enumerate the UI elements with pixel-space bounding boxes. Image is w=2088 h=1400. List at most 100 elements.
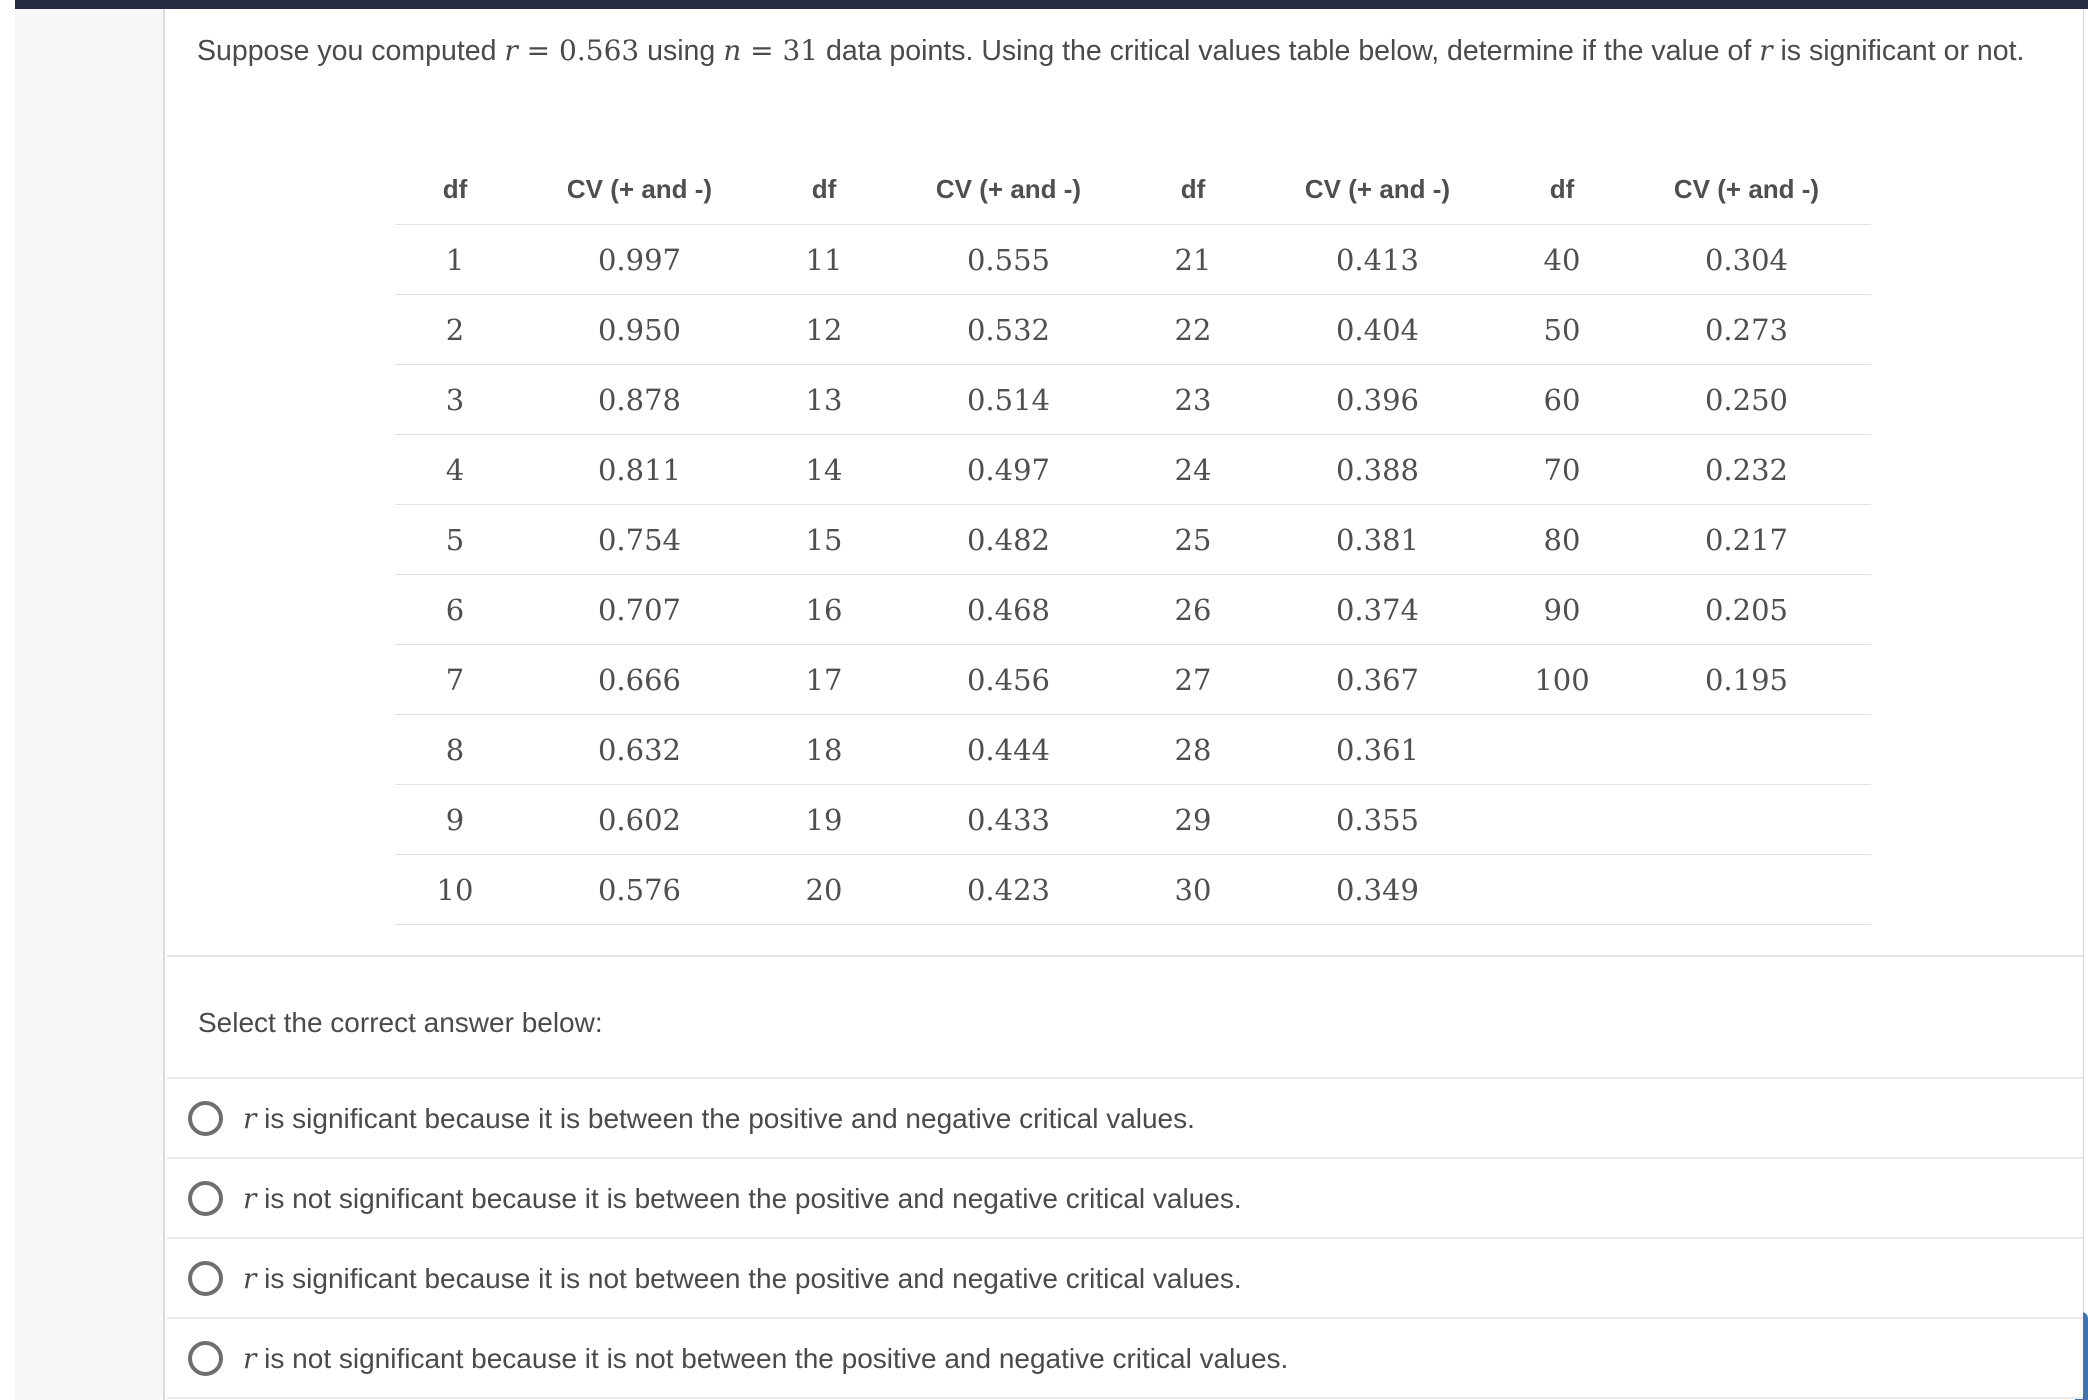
option-text: is significant because it is between the…	[256, 1102, 1195, 1134]
table-row: 1 0.997 11 0.555 21 0.413 40 0.304	[395, 224, 1871, 295]
table-cell	[1622, 784, 1871, 855]
table-cell: 0.355	[1253, 784, 1502, 855]
table-cell: 0.707	[515, 574, 764, 645]
math-var-r: r	[243, 1341, 257, 1375]
option-label: r is not significant because it is not b…	[243, 1342, 1288, 1375]
table-header-row: df CV (+ and -) df CV (+ and -) df CV (+ and …	[395, 155, 1871, 225]
table-cell: 12	[764, 294, 884, 365]
option-label: r is significant because it is not betwe…	[243, 1262, 1242, 1295]
answer-option-4[interactable]: r is not significant because it is not b…	[167, 1319, 2083, 1399]
table-cell: 5	[395, 504, 515, 575]
radio-button-icon[interactable]	[188, 1340, 223, 1376]
table-cell: 0.632	[515, 714, 764, 785]
table-header-cell: CV (+ and -)	[935, 174, 1082, 204]
table-cell	[1502, 854, 1622, 925]
math-var-n: n	[723, 34, 742, 67]
table-cell: 28	[1133, 714, 1253, 785]
table-cell: 29	[1133, 784, 1253, 855]
table-cell: 0.497	[884, 434, 1133, 505]
question-segment: data points. Using the critical values t…	[818, 35, 1760, 67]
table-header-cell: df	[1549, 174, 1575, 204]
table-cell: 0.666	[515, 644, 764, 715]
table-cell: 0.413	[1253, 224, 1502, 295]
answer-option-2[interactable]: r is not significant because it is betwe…	[167, 1159, 2083, 1239]
table-row: 5 0.754 15 0.482 25 0.381 80 0.217	[395, 504, 1871, 575]
question-segment: Suppose you computed	[197, 35, 505, 67]
table-header-cell: df	[442, 174, 468, 204]
table-cell: 40	[1502, 224, 1622, 295]
table-cell: 11	[764, 224, 884, 295]
table-row: 7 0.666 17 0.456 27 0.367 100 0.195	[395, 644, 1871, 715]
question-segment: is significant or not.	[1772, 35, 2025, 67]
table-cell: 0.811	[515, 434, 764, 505]
table-cell: 27	[1133, 644, 1253, 715]
answer-option-1[interactable]: r is significant because it is between t…	[167, 1077, 2083, 1159]
table-cell	[1622, 714, 1871, 785]
table-cell: 0.381	[1253, 504, 1502, 575]
table-cell: 0.388	[1253, 434, 1502, 505]
table-cell: 2	[395, 294, 515, 365]
table-cell: 0.273	[1622, 294, 1871, 365]
table-cell: 0.232	[1622, 434, 1871, 505]
critical-values-table: df CV (+ and -) df CV (+ and -) df CV (+ and …	[395, 155, 1871, 925]
table-cell: 0.349	[1253, 854, 1502, 925]
section-divider	[167, 955, 2083, 957]
radio-button-icon[interactable]	[188, 1180, 223, 1216]
table-cell: 16	[764, 574, 884, 645]
table-cell	[1622, 854, 1871, 925]
table-cell: 0.396	[1253, 364, 1502, 435]
table-cell: 20	[764, 854, 884, 925]
table-cell: 0.423	[884, 854, 1133, 925]
table-cell: 4	[395, 434, 515, 505]
math-var-r: r	[1759, 34, 1773, 67]
table-cell: 24	[1133, 434, 1253, 505]
table-row: 8 0.632 18 0.444 28 0.361	[395, 714, 1871, 785]
question-segment: using	[639, 35, 724, 67]
table-cell: 0.367	[1253, 644, 1502, 715]
table-cell: 0.444	[884, 714, 1133, 785]
table-cell: 13	[764, 364, 884, 435]
answer-option-3[interactable]: r is significant because it is not betwe…	[167, 1239, 2083, 1319]
radio-button-icon[interactable]	[188, 1100, 223, 1136]
table-cell: 90	[1502, 574, 1622, 645]
table-header-cell: CV (+ and -)	[1673, 174, 1820, 204]
table-cell: 0.361	[1253, 714, 1502, 785]
table-cell: 26	[1133, 574, 1253, 645]
math-var-r: r	[504, 34, 518, 67]
table-cell: 0.304	[1622, 224, 1871, 295]
table-cell: 0.754	[515, 504, 764, 575]
table-cell: 9	[395, 784, 515, 855]
table-cell: 7	[395, 644, 515, 715]
table-cell: 19	[764, 784, 884, 855]
left-sidebar	[15, 9, 165, 1400]
math-var-r: r	[243, 1181, 257, 1215]
table-cell	[1502, 714, 1622, 785]
table-cell: 30	[1133, 854, 1253, 925]
option-text: is not significant because it is between…	[256, 1182, 1242, 1214]
table-header-cell: CV (+ and -)	[1304, 174, 1451, 204]
table-cell: 22	[1133, 294, 1253, 365]
page-right-border	[2083, 9, 2084, 1400]
table-row: 3 0.878 13 0.514 23 0.396 60 0.250	[395, 364, 1871, 435]
table-header-cell: CV (+ and -)	[566, 174, 713, 204]
radio-button-icon[interactable]	[188, 1260, 223, 1296]
table-cell: 0.374	[1253, 574, 1502, 645]
option-text: is significant because it is not between…	[256, 1262, 1242, 1294]
table-row: 6 0.707 16 0.468 26 0.374 90 0.205	[395, 574, 1871, 645]
option-label: r is significant because it is between t…	[243, 1102, 1195, 1135]
math-value: = 31	[741, 34, 819, 67]
top-navigation-bar	[15, 0, 2088, 9]
table-cell: 14	[764, 434, 884, 505]
table-cell: 17	[764, 644, 884, 715]
table-cell: 3	[395, 364, 515, 435]
table-header-cell: df	[1180, 174, 1206, 204]
table-cell: 0.433	[884, 784, 1133, 855]
option-label: r is not significant because it is betwe…	[243, 1182, 1242, 1215]
math-var-r: r	[243, 1101, 257, 1135]
math-value: = 0.563	[517, 34, 640, 67]
table-cell: 0.195	[1622, 644, 1871, 715]
option-text: is not significant because it is not bet…	[256, 1342, 1289, 1374]
table-cell: 0.514	[884, 364, 1133, 435]
table-cell: 0.878	[515, 364, 764, 435]
table-cell: 6	[395, 574, 515, 645]
